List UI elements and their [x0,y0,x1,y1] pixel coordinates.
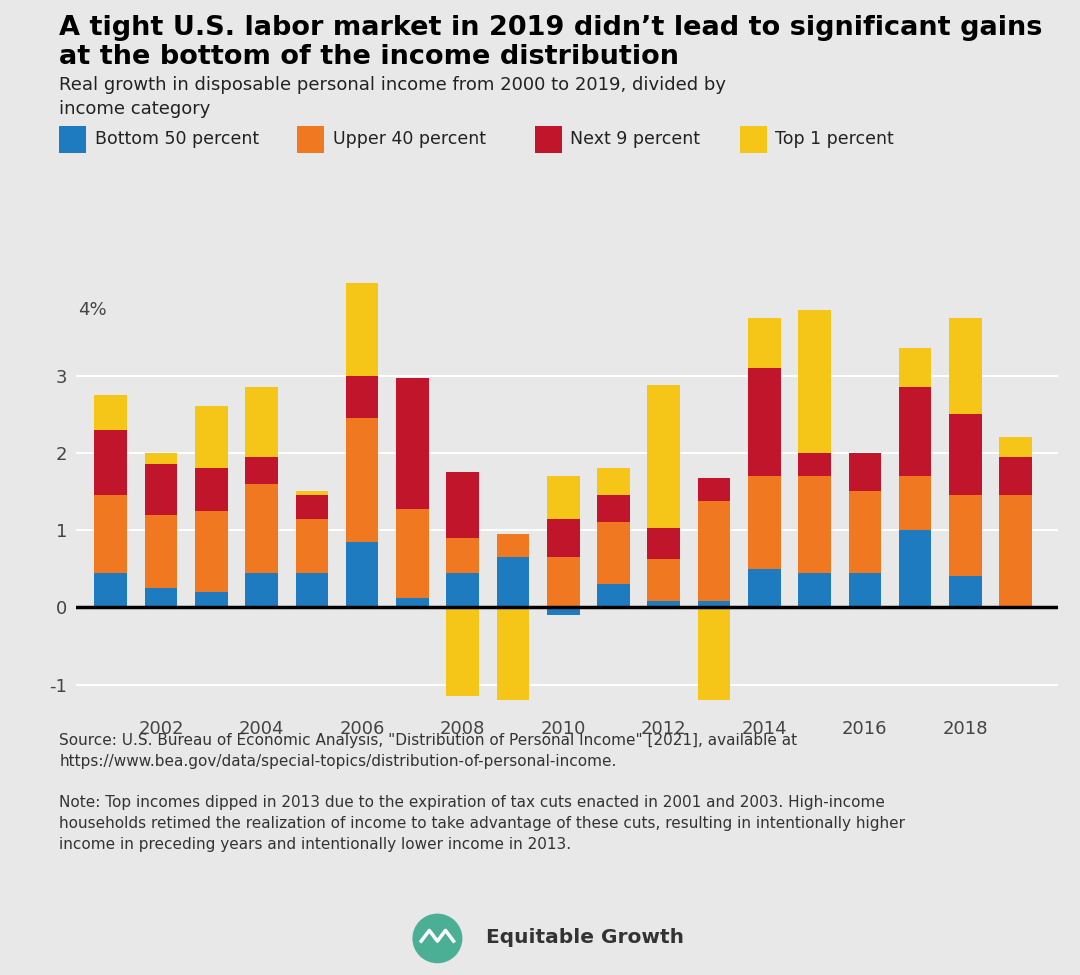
Bar [94,395,127,430]
Text: Source: U.S. Bureau of Economic Analysis, "Distribution of Personal Income" [202: Source: U.S. Bureau of Economic Analysis… [59,733,797,769]
Bar [748,368,781,476]
Bar [195,511,228,592]
Bar [849,572,881,607]
Bar [999,456,1032,495]
Bar [497,534,529,557]
Text: Real growth in disposable personal income from 2000 to 2019, divided by
income c: Real growth in disposable personal incom… [59,76,727,118]
Bar [145,515,177,588]
Bar [597,468,630,495]
Text: 4%: 4% [78,300,107,319]
Bar [446,607,480,696]
Bar [296,491,328,495]
Bar [145,464,177,515]
Bar [597,523,630,584]
Bar [798,452,831,476]
Bar [446,472,480,538]
Text: Bottom 50 percent: Bottom 50 percent [95,131,259,148]
Bar [396,509,429,598]
Bar [296,572,328,607]
Bar [597,584,630,607]
Text: A tight U.S. labor market in 2019 didn’t lead to significant gains: A tight U.S. labor market in 2019 didn’t… [59,15,1043,41]
Bar [296,519,328,572]
Bar [949,495,982,576]
Bar [497,557,529,607]
Text: at the bottom of the income distribution: at the bottom of the income distribution [59,44,679,70]
Bar [698,501,730,602]
Bar [949,414,982,495]
Bar [245,456,278,484]
Bar [647,527,680,559]
Bar [195,407,228,468]
Bar [698,602,730,607]
Text: Note: Top incomes dipped in 2013 due to the expiration of tax cuts enacted in 20: Note: Top incomes dipped in 2013 due to … [59,795,905,851]
Bar [245,484,278,572]
Bar [849,491,881,572]
Bar [346,418,378,542]
Bar [145,588,177,607]
Bar [94,572,127,607]
Bar [546,476,580,519]
Text: Next 9 percent: Next 9 percent [570,131,700,148]
Bar [195,592,228,607]
Bar [748,318,781,368]
Bar [396,598,429,607]
Bar [245,572,278,607]
Bar [94,495,127,572]
Bar [195,468,228,511]
Bar [346,542,378,607]
Bar [497,607,529,700]
Bar [999,438,1032,456]
Bar [546,557,580,607]
Bar [748,476,781,568]
Bar [94,430,127,495]
Bar [949,576,982,607]
Bar [296,495,328,519]
Bar [396,378,429,509]
Bar [647,602,680,607]
Bar [346,279,378,375]
Bar [446,538,480,572]
Bar [546,519,580,557]
Text: Equitable Growth: Equitable Growth [486,928,684,948]
Bar [798,476,831,572]
Bar [899,476,931,530]
Bar [899,530,931,607]
Text: Upper 40 percent: Upper 40 percent [333,131,486,148]
Bar [798,310,831,452]
Bar [748,568,781,607]
Bar [849,452,881,491]
Bar [647,385,680,527]
Bar [798,572,831,607]
Bar [899,387,931,476]
Bar [245,387,278,456]
Bar [346,375,378,418]
Bar [698,478,730,501]
Bar [899,348,931,387]
Bar [698,607,730,700]
Circle shape [413,915,462,962]
Text: Top 1 percent: Top 1 percent [775,131,894,148]
Bar [546,607,580,615]
Bar [446,572,480,607]
Bar [949,318,982,414]
Bar [145,452,177,464]
Bar [597,495,630,523]
Bar [647,559,680,602]
Bar [999,495,1032,607]
